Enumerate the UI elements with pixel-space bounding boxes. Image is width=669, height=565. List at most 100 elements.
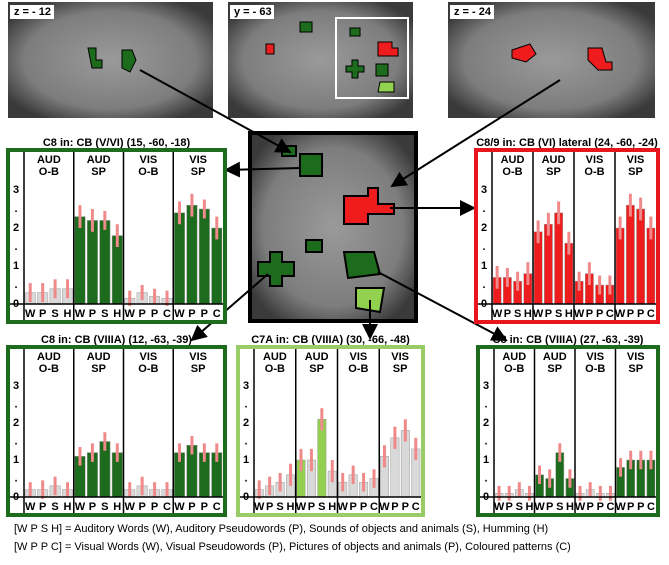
x-tick-label: P xyxy=(138,501,145,513)
group-label: O-B xyxy=(348,363,368,375)
bar-chart: C7A in: CB (VIIIA) (30, -66, -48)0.1.2.3… xyxy=(236,334,425,517)
x-tick-label: P xyxy=(627,308,634,320)
group-label: AUD xyxy=(501,154,525,166)
group-label: SP xyxy=(191,363,206,375)
error-bar xyxy=(536,220,540,244)
arrows xyxy=(139,69,561,342)
x-tick-label: C xyxy=(163,501,171,513)
x-tick-label: S xyxy=(556,501,563,513)
group-label: VIS xyxy=(586,154,604,166)
error-bar xyxy=(546,212,550,236)
group-label: O-B xyxy=(585,363,605,375)
x-tick-label: H xyxy=(525,501,533,513)
x-tick-label: P xyxy=(402,501,409,513)
group-label: AUD xyxy=(543,351,567,363)
error-bar xyxy=(618,216,622,240)
x-tick-label: H xyxy=(566,501,574,513)
x-tick-label: C xyxy=(370,501,378,513)
y-tick-label: 2 xyxy=(483,417,489,429)
group-label: AUD xyxy=(305,351,329,363)
error-bar xyxy=(165,482,169,497)
error-bar xyxy=(66,279,70,299)
group-label: VIS xyxy=(189,154,207,166)
x-tick-label: P xyxy=(587,501,594,513)
error-bar xyxy=(215,216,219,240)
error-bar xyxy=(153,288,157,304)
x-tick-label: S xyxy=(51,501,58,513)
y-tick-label: . xyxy=(482,241,485,253)
x-tick-label: P xyxy=(39,501,46,513)
error-bar xyxy=(577,271,581,291)
y-tick-label: 3 xyxy=(243,380,249,392)
x-tick-label: W xyxy=(25,501,36,513)
x-tick-label: P xyxy=(138,308,145,320)
group-label: SP xyxy=(91,363,106,375)
error-bar xyxy=(558,443,562,462)
bar-chart: C8/9 in: CB (VI) lateral (24, -60, -24)0… xyxy=(474,137,660,324)
y-tick-label: . xyxy=(14,279,17,291)
y-tick-label: . xyxy=(482,203,485,215)
error-bar xyxy=(628,193,632,217)
x-tick-label: S xyxy=(555,308,562,320)
group-label: AUD xyxy=(263,351,287,363)
x-tick-label: W xyxy=(533,308,544,320)
error-bar xyxy=(115,224,119,247)
y-tick-label: . xyxy=(14,435,17,447)
x-tick-label: P xyxy=(151,308,158,320)
bar xyxy=(636,208,645,305)
x-tick-label: P xyxy=(89,501,96,513)
group-label: O-B xyxy=(265,363,285,375)
error-bar xyxy=(619,458,623,477)
bar xyxy=(74,216,86,305)
bar-chart: C8 in: CB (V/VI) (15, -60, -18)0.1.2.3WP… xyxy=(6,137,227,324)
y-tick-label: . xyxy=(14,241,17,253)
group-label: VIS xyxy=(627,154,645,166)
x-tick-label: C xyxy=(647,308,655,320)
error-bar xyxy=(90,443,94,462)
error-bar xyxy=(567,231,571,255)
error-bar xyxy=(202,199,206,219)
error-bar xyxy=(28,482,32,497)
x-tick-label: W xyxy=(379,501,390,513)
bar xyxy=(174,212,185,305)
group-label: O-B xyxy=(138,166,158,178)
error-bar xyxy=(372,469,376,488)
group-label: SP xyxy=(628,363,643,375)
x-tick-label: H xyxy=(524,308,532,320)
x-tick-label: H xyxy=(565,308,573,320)
y-tick-label: 1 xyxy=(243,454,249,466)
bar xyxy=(626,204,635,305)
error-bar xyxy=(588,482,592,497)
error-bar xyxy=(215,443,219,462)
x-tick-label: H xyxy=(113,501,121,513)
bar xyxy=(198,208,210,305)
group-label: AUD xyxy=(87,351,111,363)
error-bar xyxy=(90,209,94,232)
error-bar xyxy=(177,443,181,462)
y-tick-label: 1 xyxy=(13,260,19,272)
x-tick-label: P xyxy=(637,501,644,513)
group-label: VIS xyxy=(391,351,409,363)
error-bar xyxy=(505,267,509,287)
x-tick-label: P xyxy=(266,501,273,513)
group-label: O-B xyxy=(39,166,59,178)
chart-border xyxy=(236,345,425,517)
y-tick-label: 1 xyxy=(483,454,489,466)
group-label: AUD xyxy=(37,351,61,363)
x-tick-label: W xyxy=(254,501,265,513)
error-bar xyxy=(330,460,334,483)
error-bar xyxy=(41,480,45,499)
group-label: O-B xyxy=(504,363,524,375)
x-tick-label: P xyxy=(89,308,96,320)
error-bar xyxy=(115,443,119,462)
error-bar xyxy=(190,193,194,217)
brain-slice: z = - 12 xyxy=(8,2,213,118)
x-tick-label: W xyxy=(575,501,586,513)
error-bar xyxy=(608,275,612,295)
group-label: VIS xyxy=(586,351,604,363)
y-tick-label: 3 xyxy=(13,184,19,196)
chart-border xyxy=(474,148,660,324)
error-bar xyxy=(548,469,552,488)
y-tick-label: . xyxy=(484,435,487,447)
error-bar xyxy=(103,210,107,230)
